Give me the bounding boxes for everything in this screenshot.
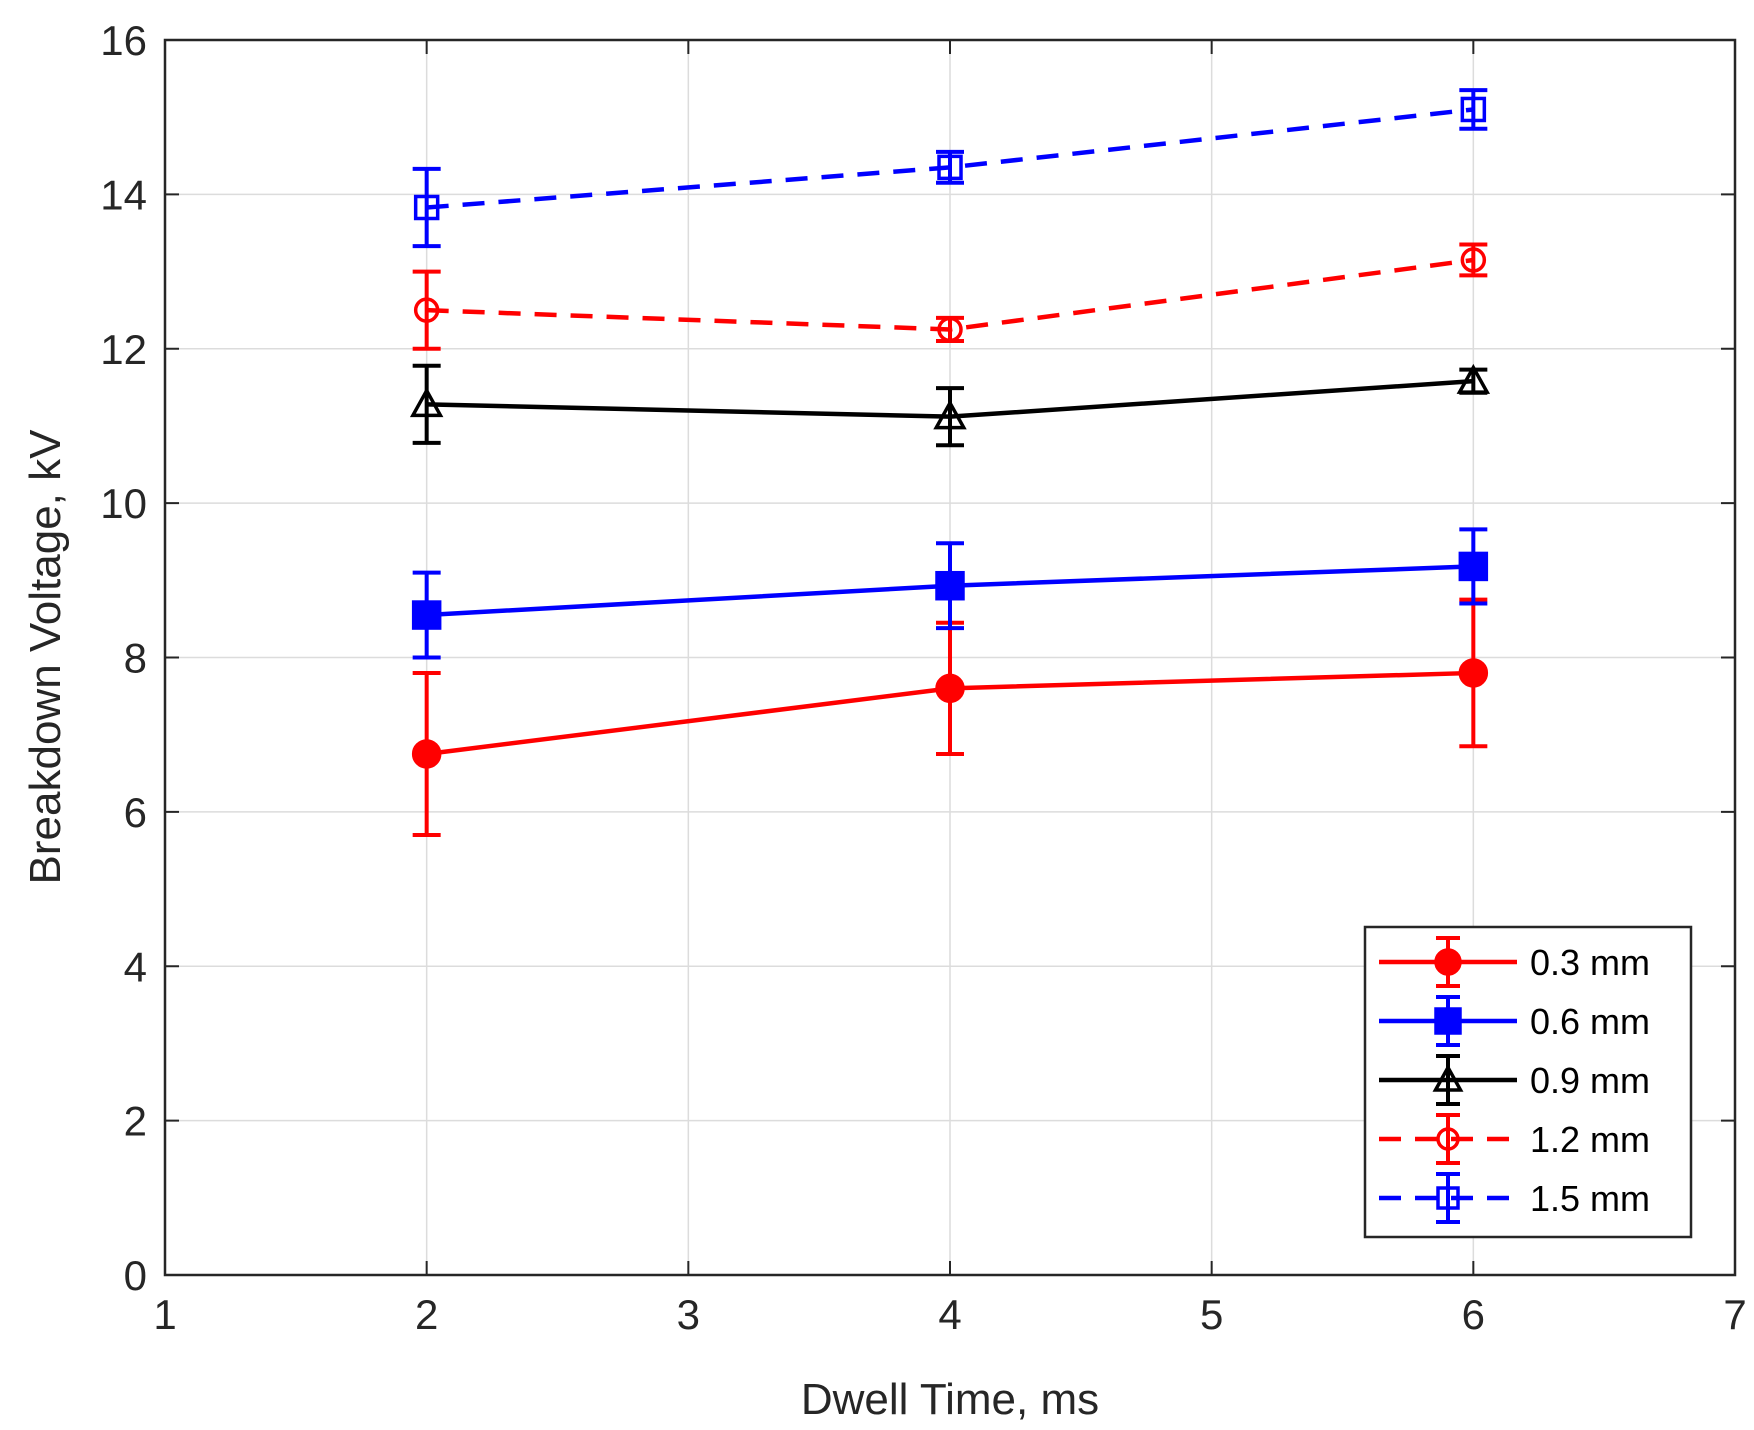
legend-item: 0.9 mm bbox=[1379, 1054, 1650, 1106]
y-tick-label: 2 bbox=[124, 1098, 147, 1145]
series-0-6-mm bbox=[411, 527, 1489, 660]
legend-item: 0.6 mm bbox=[1379, 995, 1650, 1047]
x-tick-label: 4 bbox=[938, 1291, 961, 1338]
data-point bbox=[1458, 551, 1489, 582]
legend-marker bbox=[1436, 1127, 1460, 1151]
legend-item: 1.5 mm bbox=[1379, 1172, 1650, 1224]
data-point bbox=[937, 154, 963, 181]
legend-label: 1.5 mm bbox=[1530, 1178, 1650, 1219]
data-point bbox=[1460, 96, 1487, 123]
y-tick-label: 6 bbox=[124, 789, 147, 836]
x-tick-label: 3 bbox=[677, 1291, 700, 1338]
data-point bbox=[933, 399, 967, 430]
y-tick-label: 10 bbox=[100, 480, 147, 527]
data-point bbox=[413, 297, 440, 323]
data-point bbox=[937, 316, 963, 343]
y-tick-label: 16 bbox=[100, 17, 147, 64]
legend-label: 1.2 mm bbox=[1530, 1119, 1650, 1160]
legend: 0.3 mm 0.6 mm 0.9 mm 1.2 mm 1.5 mm bbox=[1363, 925, 1693, 1239]
data-point bbox=[935, 673, 965, 704]
x-tick-label: 7 bbox=[1723, 1291, 1746, 1338]
x-tick-label: 6 bbox=[1462, 1291, 1485, 1338]
data-point bbox=[1458, 658, 1489, 688]
legend-item: 0.3 mm bbox=[1379, 936, 1650, 988]
y-axis-label: Breakdown Voltage, kV bbox=[21, 429, 70, 885]
x-axis-label: Dwell Time, ms bbox=[801, 1375, 1099, 1424]
data-point bbox=[1460, 247, 1487, 273]
legend-item: 1.2 mm bbox=[1379, 1113, 1650, 1165]
y-tick-label: 14 bbox=[100, 171, 147, 218]
legend-marker bbox=[1432, 1063, 1464, 1092]
legend-marker bbox=[1434, 1007, 1462, 1035]
series-0-9-mm bbox=[409, 363, 1491, 448]
legend-marker bbox=[1434, 948, 1462, 976]
y-tick-label: 8 bbox=[124, 635, 147, 682]
data-point bbox=[411, 739, 442, 769]
data-point bbox=[935, 570, 965, 601]
data-point bbox=[413, 194, 440, 221]
series-1-5-mm bbox=[412, 88, 1488, 249]
legend-label: 0.3 mm bbox=[1530, 942, 1650, 983]
data-point bbox=[411, 600, 442, 630]
x-tick-label: 2 bbox=[415, 1291, 438, 1338]
legend-label: 0.9 mm bbox=[1530, 1060, 1650, 1101]
y-tick-label: 12 bbox=[100, 326, 147, 373]
legend-marker bbox=[1436, 1186, 1460, 1210]
legend-label: 0.6 mm bbox=[1530, 1001, 1650, 1042]
y-tick-label: 4 bbox=[124, 943, 147, 990]
x-tick-label: 1 bbox=[153, 1291, 176, 1338]
data-point bbox=[1456, 363, 1491, 394]
series-group bbox=[409, 88, 1491, 838]
series-1-2-mm bbox=[412, 242, 1488, 351]
x-tick-label: 5 bbox=[1200, 1291, 1223, 1338]
y-tick-label: 0 bbox=[124, 1252, 147, 1299]
data-point bbox=[409, 386, 444, 418]
